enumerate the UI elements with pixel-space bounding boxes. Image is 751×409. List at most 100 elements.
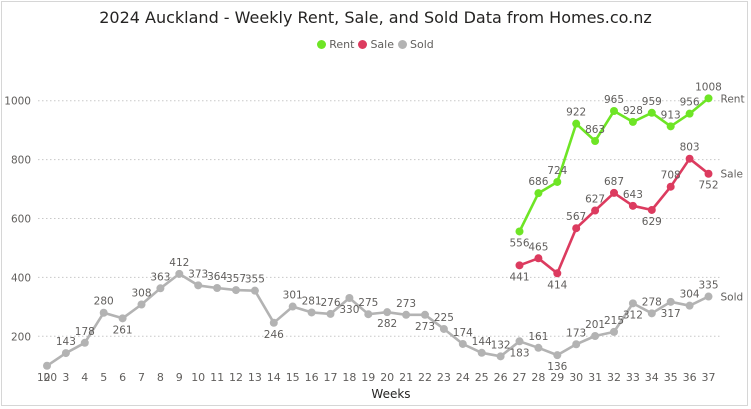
data-label-rent: 863 bbox=[585, 124, 605, 136]
data-point-sold bbox=[572, 340, 581, 349]
data-point-sold bbox=[288, 302, 297, 311]
data-point-sale bbox=[685, 154, 694, 163]
data-label-sold: 364 bbox=[207, 271, 227, 283]
data-label-sold: 161 bbox=[528, 331, 548, 343]
data-point-rent bbox=[572, 119, 581, 128]
data-label-sold: 261 bbox=[113, 324, 133, 336]
data-point-sold bbox=[685, 301, 694, 310]
data-point-sold bbox=[194, 281, 203, 290]
legend-label: Rent bbox=[329, 38, 355, 51]
x-tick-label: 4 bbox=[81, 371, 88, 384]
data-label-sold: 215 bbox=[604, 315, 624, 327]
data-point-rent bbox=[666, 122, 675, 131]
data-point-rent bbox=[553, 177, 562, 186]
data-label-sold: 304 bbox=[680, 289, 700, 301]
data-label-rent: 556 bbox=[509, 237, 529, 249]
data-label-sold: 246 bbox=[264, 329, 284, 341]
legend-label: Sold bbox=[409, 38, 434, 51]
data-label-sale: 708 bbox=[661, 170, 681, 182]
x-tick-label: 31 bbox=[588, 371, 602, 384]
x-tick-label: 11 bbox=[210, 371, 224, 384]
data-point-sold bbox=[515, 337, 524, 346]
y-tick-label: 1000 bbox=[4, 96, 31, 108]
data-point-sold bbox=[421, 310, 429, 319]
data-point-sold bbox=[156, 284, 165, 293]
chart-title: 2024 Auckland - Weekly Rent, Sale, and S… bbox=[99, 8, 652, 27]
data-label-sale: 627 bbox=[585, 194, 605, 206]
data-point-rent bbox=[610, 107, 618, 116]
data-label-sold: 335 bbox=[698, 280, 718, 292]
data-point-sold bbox=[326, 309, 335, 318]
data-point-sold bbox=[137, 300, 146, 309]
data-point-sold bbox=[458, 339, 467, 348]
legend-item-rent[interactable]: Rent bbox=[317, 38, 354, 51]
data-label-rent: 1008 bbox=[695, 81, 722, 93]
data-point-sale bbox=[591, 206, 600, 215]
x-tick-label: 2 bbox=[44, 371, 51, 384]
series-end-label-sale: Sale bbox=[721, 169, 743, 181]
data-point-rent bbox=[628, 117, 637, 126]
legend-item-sold[interactable]: Sold bbox=[397, 38, 434, 51]
legend-label: Sale bbox=[370, 38, 394, 51]
data-point-sold bbox=[553, 351, 562, 360]
data-point-sale bbox=[666, 182, 675, 191]
data-label-sold: 100 bbox=[37, 372, 57, 384]
data-label-sold: 312 bbox=[623, 309, 643, 321]
data-label-rent: 959 bbox=[642, 96, 662, 108]
data-label-sold: 373 bbox=[188, 268, 208, 280]
x-tick-label: 3 bbox=[62, 371, 69, 384]
data-point-sale bbox=[628, 201, 637, 210]
x-tick-label: 5 bbox=[100, 371, 107, 384]
x-tick-label: 35 bbox=[664, 371, 678, 384]
data-point-sold bbox=[232, 286, 240, 295]
series-end-label-sold: Sold bbox=[721, 292, 744, 304]
data-label-sold: 281 bbox=[302, 295, 322, 307]
x-tick-label: 28 bbox=[531, 371, 545, 384]
x-tick-label: 6 bbox=[119, 371, 126, 384]
data-point-sold bbox=[118, 314, 127, 323]
x-tick-label: 17 bbox=[324, 371, 338, 384]
data-label-sale: 567 bbox=[566, 211, 586, 223]
data-point-rent bbox=[534, 189, 543, 198]
data-label-sold: 276 bbox=[320, 297, 340, 309]
y-tick-label: 600 bbox=[11, 214, 31, 226]
x-tick-label: 32 bbox=[607, 371, 621, 384]
data-label-sale: 629 bbox=[642, 216, 662, 228]
x-tick-label: 8 bbox=[157, 371, 164, 384]
data-point-sale bbox=[572, 224, 581, 233]
data-label-sale: 643 bbox=[623, 189, 643, 201]
x-tick-label: 19 bbox=[361, 371, 375, 384]
x-tick-label: 25 bbox=[475, 371, 489, 384]
data-point-sold bbox=[628, 299, 637, 308]
data-label-sold: 143 bbox=[56, 336, 76, 348]
data-label-sale: 414 bbox=[547, 279, 567, 291]
x-tick-label: 33 bbox=[626, 371, 640, 384]
data-point-rent bbox=[704, 94, 713, 103]
data-label-sale: 465 bbox=[528, 241, 548, 253]
x-tick-label: 23 bbox=[437, 371, 451, 384]
data-point-sold bbox=[364, 310, 373, 319]
data-label-rent: 724 bbox=[547, 165, 567, 177]
data-label-rent: 686 bbox=[528, 176, 548, 188]
data-point-sold bbox=[99, 308, 108, 317]
x-tick-label: 14 bbox=[267, 371, 281, 384]
data-label-sold: 225 bbox=[434, 312, 454, 324]
x-tick-label: 15 bbox=[286, 371, 300, 384]
data-point-sold bbox=[345, 294, 354, 303]
data-label-rent: 913 bbox=[661, 109, 681, 121]
data-label-sold: 355 bbox=[245, 274, 265, 286]
legend-item-sale[interactable]: Sale bbox=[358, 38, 394, 51]
data-point-sold bbox=[704, 292, 713, 301]
data-point-sold bbox=[269, 318, 278, 327]
data-point-sale bbox=[647, 205, 656, 214]
data-point-sold bbox=[477, 348, 486, 357]
data-point-sold bbox=[383, 308, 392, 317]
data-label-sold: 178 bbox=[75, 326, 95, 338]
x-tick-label: 36 bbox=[683, 371, 697, 384]
series-end-label-rent: Rent bbox=[721, 93, 745, 105]
data-label-sold: 273 bbox=[415, 321, 435, 333]
legend-marker bbox=[358, 40, 368, 49]
data-label-sold: 273 bbox=[396, 298, 416, 310]
